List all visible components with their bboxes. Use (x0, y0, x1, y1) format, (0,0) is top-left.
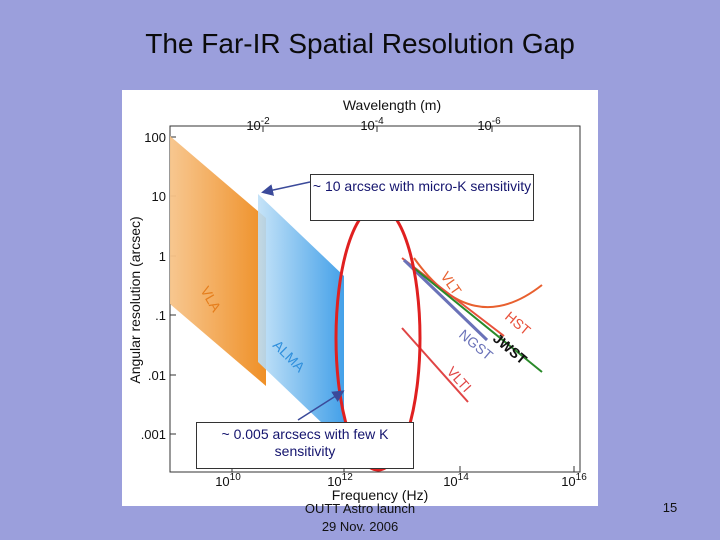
svg-text:1010: 1010 (215, 472, 241, 489)
vlti-line (401, 327, 469, 403)
jwst-line (413, 267, 543, 373)
alma-band (258, 194, 344, 444)
bottom-tick-2: 1014 (443, 466, 469, 489)
vla-band (170, 136, 266, 386)
y-axis-title: Angular resolution (arcsec) (127, 216, 143, 383)
ngst-line (402, 258, 489, 342)
vlt-curve (413, 257, 543, 308)
top-tick-0: 10-2 (246, 116, 270, 133)
svg-text:10: 10 (152, 189, 166, 204)
top-callout: ~ 10 arcsec with micro-K sensitivity (310, 174, 534, 221)
footer-line-2: 29 Nov. 2006 (321, 519, 399, 534)
svg-text:.1: .1 (155, 308, 166, 323)
bottom-tick-0: 1010 (215, 466, 241, 489)
svg-text:.01: .01 (148, 368, 166, 383)
svg-text:100: 100 (144, 130, 166, 145)
page-number: 15 (662, 500, 678, 515)
bottom-tick-1: 1012 (327, 466, 353, 489)
svg-text:1016: 1016 (561, 472, 587, 489)
svg-text:1012: 1012 (327, 472, 353, 489)
bottom-callout-arrow (297, 390, 345, 421)
bottom-tick-3: 1016 (561, 466, 587, 489)
top-tick-1: 10-4 (360, 116, 384, 133)
y-tick-5: .001 (141, 427, 176, 442)
y-tick-4: .01 (148, 368, 176, 383)
footer: OUTT Astro launch 29 Nov. 2006 (270, 500, 450, 536)
svg-text:.001: .001 (141, 427, 166, 442)
bottom-callout: ~ 0.005 arcsecs with few K sensitivity (196, 422, 414, 469)
slide-title: The Far-IR Spatial Resolution Gap (145, 28, 575, 59)
vlt-label: VLT (438, 269, 465, 299)
svg-text:10-4: 10-4 (360, 116, 384, 133)
top-callout-arrow (261, 181, 311, 196)
svg-text:10-6: 10-6 (477, 116, 501, 133)
hst-label: HST (502, 308, 534, 339)
y-tick-3: .1 (155, 308, 176, 323)
svg-text:10-2: 10-2 (246, 116, 270, 133)
top-axis-title: Wavelength (m) (343, 97, 441, 113)
svg-text:1014: 1014 (443, 472, 469, 489)
bottom-axis-title: Frequency (Hz) (332, 487, 428, 503)
footer-line-1: OUTT Astro launch (304, 501, 416, 516)
resolution-plot: Wavelength (m) 10-2 10-4 10-6 Angular re… (127, 97, 587, 503)
top-tick-2: 10-6 (477, 116, 501, 133)
svg-text:1: 1 (159, 249, 166, 264)
